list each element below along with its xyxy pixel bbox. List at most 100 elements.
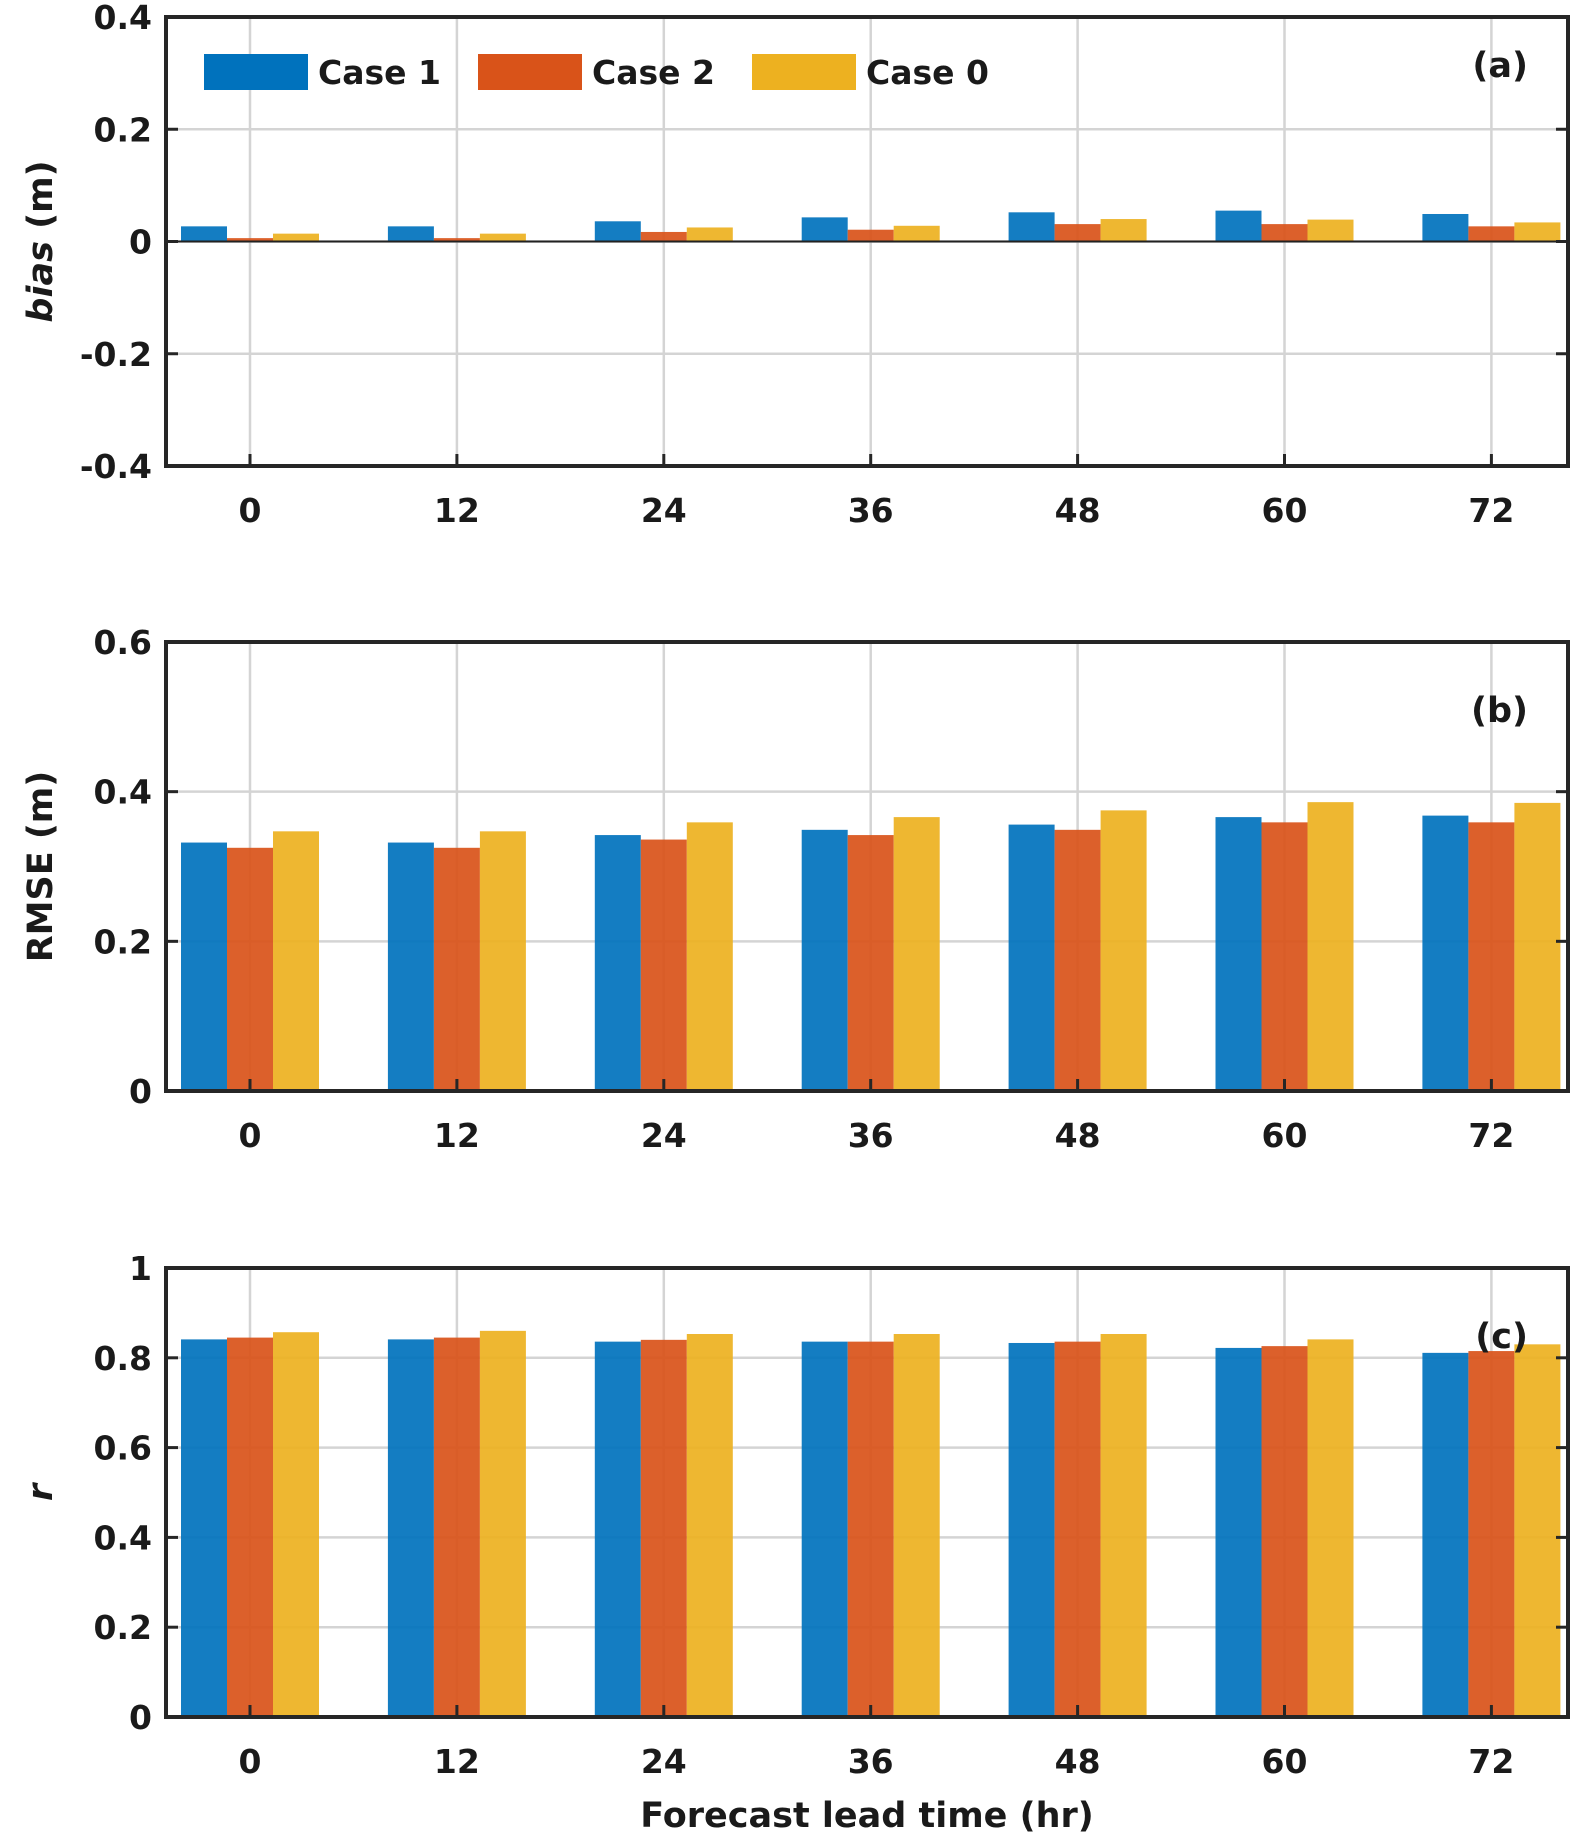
x-tick-label: 60 <box>1262 1116 1308 1155</box>
bar-case-1-12 <box>387 226 434 242</box>
bar-case-0-24 <box>686 822 733 1091</box>
x-tick-label: 48 <box>1055 1116 1101 1155</box>
bar-case-1-0 <box>181 1339 227 1717</box>
bar-case-0-12 <box>479 831 526 1091</box>
legend-label-case-0: Case 0 <box>866 53 989 92</box>
bar-case-1-60 <box>1215 210 1262 242</box>
bar-case-0-36 <box>893 817 940 1091</box>
bar-case-0-48 <box>1100 219 1147 242</box>
bar-case-1-48 <box>1008 212 1055 242</box>
bar-case-2-12 <box>433 1337 480 1717</box>
bar-case-0-12 <box>479 233 526 242</box>
bar-case-2-36 <box>847 229 894 242</box>
bar-case-2-24 <box>640 1339 687 1717</box>
legend-swatch-case-2 <box>478 54 582 90</box>
bar-case-2-72 <box>1468 1351 1515 1717</box>
bar-case-0-60 <box>1307 1339 1354 1717</box>
y-tick-label: 0 <box>129 1698 152 1737</box>
y-tick-label: 0 <box>129 223 152 262</box>
bar-case-0-60 <box>1307 802 1354 1091</box>
bar-case-1-0 <box>181 842 227 1091</box>
y-axis-label: r <box>21 1481 61 1501</box>
y-tick-label: -0.4 <box>80 447 152 486</box>
legend-swatch-case-1 <box>204 54 308 90</box>
bar-case-1-48 <box>1008 824 1055 1091</box>
panel-a-bias-chart: -0.4 -0.2 0 0.2 0.4 0 12 24 36 48 60 72 bias (m) (a) C… <box>21 0 1570 530</box>
bar-case-1-24 <box>594 835 641 1091</box>
x-tick-label: 48 <box>1055 491 1101 530</box>
y-tick-label: -0.2 <box>80 335 152 374</box>
y-tick-label: 0.8 <box>94 1339 152 1378</box>
bar-case-2-60 <box>1261 224 1308 242</box>
y-tick-label: 0 <box>129 1072 152 1111</box>
y-tick-label: 0.2 <box>94 922 152 961</box>
x-tick-label: 36 <box>848 491 894 530</box>
bar-case-2-48 <box>1054 829 1101 1091</box>
x-tick-label: 36 <box>848 1116 894 1155</box>
x-tick-label: 0 <box>239 491 262 530</box>
bar-case-0-24 <box>686 1334 733 1717</box>
bar-case-1-36 <box>801 217 848 242</box>
bar-case-1-12 <box>387 842 434 1091</box>
bar-case-1-72 <box>1422 1352 1469 1717</box>
x-tick-label: 12 <box>434 491 480 530</box>
bar-case-2-0 <box>227 1337 273 1717</box>
y-tick-label: 1 <box>129 1249 152 1288</box>
x-tick-label: 24 <box>641 491 687 530</box>
bar-case-1-36 <box>801 829 848 1091</box>
panel-label: (c) <box>1475 1317 1528 1357</box>
bar-case-2-48 <box>1054 224 1101 242</box>
legend-label-case-2: Case 2 <box>592 53 715 92</box>
bar-case-2-0 <box>227 847 273 1091</box>
y-tick-label: 0.4 <box>94 0 152 37</box>
y-tick-label: 0.4 <box>94 773 152 812</box>
bar-case-2-72 <box>1468 822 1515 1091</box>
x-tick-label: 72 <box>1468 1742 1514 1781</box>
x-tick-label: 72 <box>1468 491 1514 530</box>
y-axis-label: bias (m) <box>21 160 61 322</box>
bar-case-0-72 <box>1514 802 1561 1091</box>
y-tick-label: 0.2 <box>94 1608 152 1647</box>
bar-case-0-36 <box>893 1334 940 1717</box>
x-tick-label: 36 <box>848 1742 894 1781</box>
bar-case-2-12 <box>433 238 480 242</box>
bar-case-2-60 <box>1261 1346 1308 1717</box>
bar-case-0-0 <box>273 1332 319 1717</box>
bar-case-1-60 <box>1215 1347 1262 1717</box>
bar-case-1-48 <box>1008 1342 1055 1717</box>
bar-case-0-48 <box>1100 1334 1147 1717</box>
y-tick-label: 0.4 <box>94 1518 152 1557</box>
bar-case-2-12 <box>433 847 480 1091</box>
y-tick-label: 0.2 <box>94 110 152 149</box>
x-tick-label: 24 <box>641 1116 687 1155</box>
bar-case-2-60 <box>1261 822 1308 1091</box>
bar-case-0-0 <box>273 233 319 242</box>
bar-case-2-48 <box>1054 1341 1101 1717</box>
legend: Case 1 Case 2 Case 0 <box>204 53 989 92</box>
x-tick-label: 0 <box>239 1742 262 1781</box>
bar-case-1-24 <box>594 221 641 242</box>
bar-case-0-48 <box>1100 810 1147 1091</box>
x-tick-label: 12 <box>434 1742 480 1781</box>
panel-label: (a) <box>1472 46 1528 86</box>
bar-case-2-36 <box>847 1341 894 1717</box>
x-tick-label: 60 <box>1262 1742 1308 1781</box>
bar-case-1-12 <box>387 1339 434 1717</box>
bar-case-0-36 <box>893 225 940 242</box>
axes-frame <box>164 640 1570 1093</box>
bar-case-2-24 <box>640 839 687 1091</box>
bar-case-2-0 <box>227 238 273 242</box>
bar-case-1-0 <box>181 226 227 242</box>
panel-label: (b) <box>1471 691 1528 731</box>
x-axis-label: Forecast lead time (hr) <box>640 1796 1094 1836</box>
bar-case-0-72 <box>1514 1344 1561 1717</box>
legend-label-case-1: Case 1 <box>318 53 441 92</box>
panel-c-correlation-chart: 0 0.2 0.4 0.6 0.8 1 0 12 24 36 48 60 72 r (c) Forecast … <box>21 1249 1570 1836</box>
axes-frame <box>164 1266 1570 1719</box>
x-tick-label: 48 <box>1055 1742 1101 1781</box>
bar-case-0-60 <box>1307 219 1354 242</box>
y-axis-label-unit: (m) <box>21 160 61 241</box>
x-tick-label: 24 <box>641 1742 687 1781</box>
y-axis-label: RMSE (m) <box>21 771 61 963</box>
